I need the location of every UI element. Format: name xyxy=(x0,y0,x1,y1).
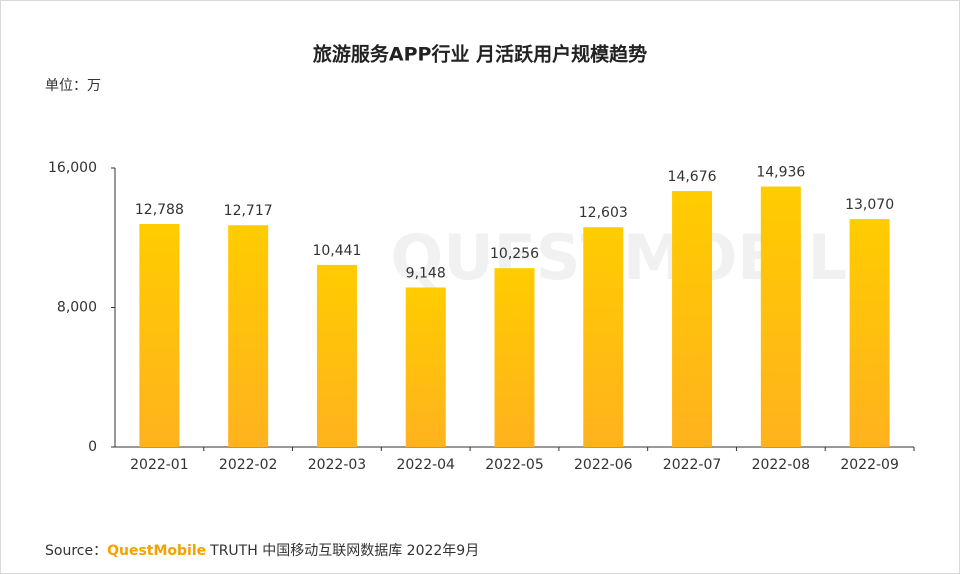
y-tick-label: 8,000 xyxy=(57,300,97,316)
x-tick-label: 2022-08 xyxy=(752,457,811,473)
watermark: QUESTMOBILE xyxy=(391,221,890,294)
value-label: 14,936 xyxy=(756,165,805,181)
value-label: 14,676 xyxy=(668,169,717,185)
x-tick-label: 2022-04 xyxy=(396,457,455,473)
y-tick-label: 16,000 xyxy=(48,160,97,176)
x-tick-label: 2022-01 xyxy=(130,457,189,473)
bar xyxy=(583,227,624,447)
value-label: 10,441 xyxy=(312,243,361,259)
value-label: 12,603 xyxy=(579,205,628,221)
bar xyxy=(228,225,269,447)
bar xyxy=(672,191,713,447)
bar xyxy=(760,186,801,447)
value-label: 10,256 xyxy=(490,246,539,262)
value-label: 9,148 xyxy=(406,265,446,281)
chart-title: 旅游服务APP行业 月活跃用户规模趋势 xyxy=(313,43,647,66)
bar xyxy=(316,264,357,447)
unit-label: 单位：万 xyxy=(45,78,101,94)
source: Source：QuestMobile TRUTH 中国移动互联网数据库 2022年… xyxy=(45,543,479,559)
source-brand: QuestMobile xyxy=(107,543,206,559)
x-tick-label: 2022-03 xyxy=(308,457,367,473)
x-tick-label: 2022-05 xyxy=(485,457,544,473)
value-label: 13,070 xyxy=(845,197,894,213)
x-tick-label: 2022-02 xyxy=(219,457,278,473)
x-tick-label: 2022-07 xyxy=(663,457,722,473)
y-tick-label: 0 xyxy=(88,439,97,455)
bar xyxy=(139,224,180,447)
source-text: TRUTH 中国移动互联网数据库 2022年9月 xyxy=(209,543,479,559)
bar xyxy=(849,219,890,447)
value-label: 12,717 xyxy=(224,203,273,219)
x-tick-label: 2022-06 xyxy=(574,457,633,473)
source-label: Source： xyxy=(45,543,107,559)
bar xyxy=(494,268,535,447)
x-tick-label: 2022-09 xyxy=(840,457,899,473)
bar xyxy=(405,287,446,447)
value-label: 12,788 xyxy=(135,202,184,218)
